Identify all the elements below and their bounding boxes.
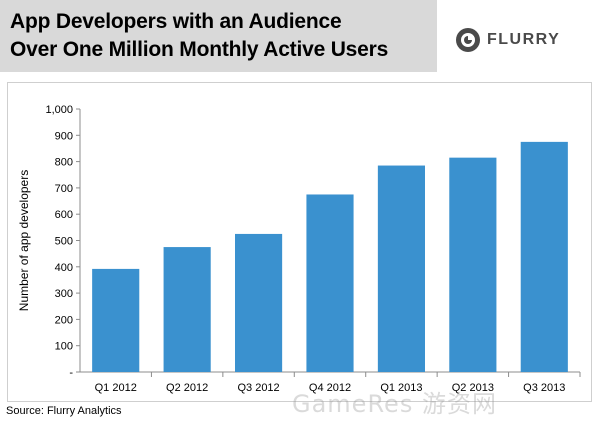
bar-chart: - 100 200 300 400 500 600 700 800 900 1,000 Number … (17, 104, 581, 394)
y-tick-label: 900 (55, 130, 73, 142)
y-tick-label: 400 (55, 262, 73, 274)
y-tick-label: 300 (55, 288, 73, 300)
title-banner: App Developers with an Audience Over One… (0, 0, 437, 72)
y-axis-title: Number of app developers (17, 170, 31, 311)
logo-text: FLURRY (487, 31, 561, 48)
x-tick-label: Q2 2013 (452, 382, 494, 394)
bar-q2-2012 (163, 247, 211, 372)
x-tick-label: Q4 2012 (309, 382, 351, 394)
y-tick-label: 700 (55, 183, 73, 195)
chart-area: - 100 200 300 400 500 600 700 800 900 1,000 Number … (7, 82, 592, 402)
chart-title-line-1: App Developers with an Audience (10, 10, 342, 33)
x-tick-label: Q2 2012 (166, 382, 208, 394)
x-tick-label: Q1 2012 (95, 382, 137, 394)
watermark: GameRes 游资网 (292, 390, 497, 418)
flurry-swirl-icon (456, 28, 480, 52)
bar-q1-2013 (377, 165, 425, 372)
y-tick-label: 1,000 (45, 104, 73, 116)
chart-title-line-2: Over One Million Monthly Active Users (10, 38, 389, 61)
bar-q3-2013 (520, 141, 568, 372)
bar-q4-2012 (306, 194, 354, 372)
y-tick-label: 200 (55, 314, 73, 326)
y-tick-label: 100 (55, 341, 73, 353)
x-tick-label: Q3 2012 (237, 382, 279, 394)
y-tick-label: 600 (55, 209, 73, 221)
flurry-logo: FLURRY (455, 26, 560, 54)
bar-q2-2013 (449, 157, 497, 372)
y-tick-label: 500 (55, 236, 73, 248)
x-tick-label: Q3 2013 (523, 382, 565, 394)
source-note: Source: Flurry Analytics (6, 405, 122, 417)
bar-q3-2012 (235, 233, 283, 372)
bar-q1-2012 (92, 268, 140, 372)
x-tick-label: Q1 2013 (380, 382, 422, 394)
y-tick-label: - (69, 367, 73, 379)
y-tick-label: 800 (55, 157, 73, 169)
